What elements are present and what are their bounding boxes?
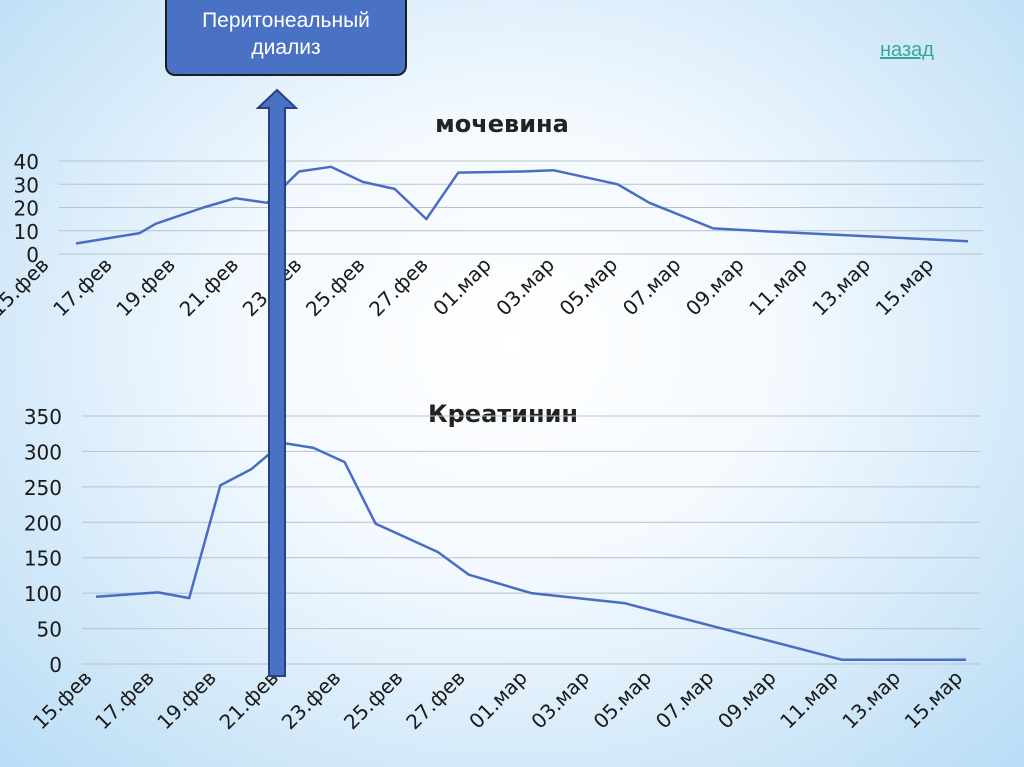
- creat-x-tick-label: 01.мар: [464, 666, 532, 734]
- urea-x-tick-label: 03.мар: [491, 253, 559, 321]
- urea-x-tick-label: 15.фев: [0, 253, 54, 322]
- arrow-shape: [255, 88, 299, 677]
- creat-x-tick-label: 27.фев: [401, 666, 470, 735]
- urea-x-tick-label: 15.мар: [871, 253, 939, 321]
- creat-x-tick-label: 03.мар: [526, 666, 594, 734]
- creat-y-tick-label: 150: [24, 547, 62, 571]
- urea-x-tick-label: 21.фев: [175, 253, 244, 322]
- urea-chart-title: мочевина: [435, 110, 569, 138]
- urea-y-tick-label: 30: [14, 173, 39, 197]
- creat-x-tick-label: 25.фев: [339, 666, 408, 735]
- urea-x-tick-label: 09.мар: [681, 253, 749, 321]
- urea-x-tick-label: 17.фев: [48, 253, 117, 322]
- urea-x-tick-label: 11.мар: [744, 253, 812, 321]
- dialysis-start-arrow: [255, 88, 299, 677]
- urea-x-tick-label: 25.фев: [301, 253, 370, 322]
- creat-y-tick-label: 0: [49, 653, 62, 677]
- urea-x-tick-label: 19.фев: [111, 253, 180, 322]
- urea-y-tick-label: 0: [26, 243, 39, 267]
- callout-line-1: Перитонеальный: [202, 9, 370, 32]
- creat-x-tick-label: 17.фев: [90, 666, 159, 735]
- urea-y-tick-label: 10: [14, 220, 39, 244]
- back-link[interactable]: назад: [880, 39, 934, 61]
- urea-x-tick-label: 07.мар: [618, 253, 686, 321]
- creat-x-tick-label: 07.мар: [651, 666, 719, 734]
- creat-x-tick-label: 13.мар: [837, 666, 905, 734]
- creat-x-tick-label: 15.мар: [900, 666, 968, 734]
- creat-x-tick-label: 15.фев: [28, 666, 97, 735]
- urea-x-tick-label: 01.мар: [428, 253, 496, 321]
- creat-y-tick-label: 300: [24, 440, 62, 464]
- creat-y-tick-label: 100: [24, 582, 62, 606]
- creat-x-tick-label: 23.фев: [277, 666, 346, 735]
- creat-series-line: [95, 441, 966, 661]
- creat-y-tick-label: 250: [24, 476, 62, 500]
- urea-x-tick-label: 27.фев: [364, 253, 433, 322]
- creat-y-tick-label: 350: [24, 405, 62, 429]
- urea-series-line: [75, 165, 969, 245]
- creat-y-tick-label: 200: [24, 511, 62, 535]
- creat-x-tick-label: 09.мар: [713, 666, 781, 734]
- creat-x-tick-label: 19.фев: [152, 666, 221, 735]
- creat-x-tick-label: 05.мар: [589, 666, 657, 734]
- creat-y-tick-label: 50: [37, 618, 62, 642]
- creatinine-chart-title: Креатинин: [428, 400, 578, 428]
- urea-y-tick-label: 20: [14, 197, 39, 221]
- urea-y-tick-label: 40: [14, 150, 39, 174]
- urea-x-tick-label: 05.мар: [555, 253, 623, 321]
- callout-line-2: диализ: [251, 36, 321, 59]
- dialysis-callout: Перитонеальный диализ: [165, 0, 407, 76]
- creat-x-tick-label: 11.мар: [775, 666, 843, 734]
- creatinine-chart: Креатинин 0 50 100 150 200 250 300 350 15.фев17.…: [24, 400, 980, 734]
- urea-x-tick-label: 13.мар: [807, 253, 875, 321]
